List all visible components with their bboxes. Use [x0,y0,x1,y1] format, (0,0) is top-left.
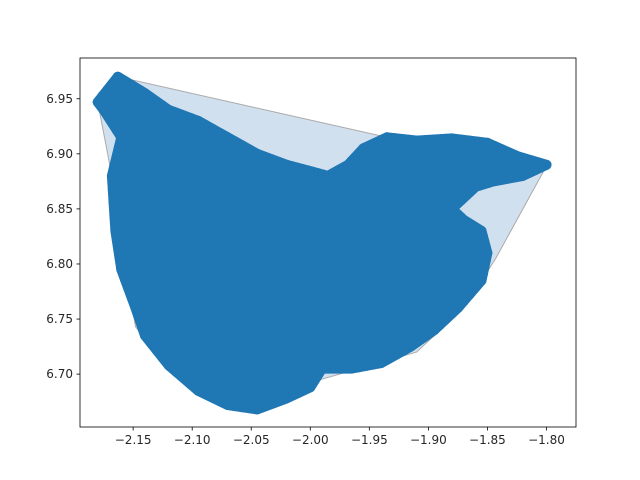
x-tick-label: −1.85 [469,433,506,447]
scatter-point [476,275,487,286]
scatter-point [404,134,415,145]
scatter-point [244,144,255,155]
scatter-point [109,161,120,172]
scatter-point [470,282,481,293]
scatter-point [109,212,120,223]
scatter-point [398,345,409,356]
scatter-point [107,78,118,89]
scatter-point [110,225,121,236]
scatter-point [230,401,240,412]
scatter-point [200,389,211,400]
scatter-point [473,136,484,147]
scatter-point [111,151,122,162]
x-tick-label: −2.10 [174,433,211,447]
scatter-point [411,135,422,146]
x-tick-label: −2.00 [292,433,329,447]
y-tick-label: 6.75 [46,312,73,326]
y-axis: 6.70 6.75 6.80 6.85 6.90 6.95 [46,92,80,381]
scatter-point [252,404,263,415]
scatter-point [354,362,364,373]
scatter-point [157,352,168,363]
scatter-point [244,403,255,414]
scatter-point [106,170,117,181]
scatter-point [429,134,440,145]
scatter-point [222,400,233,410]
scatter-point [107,184,118,195]
scatter-point [113,245,124,256]
y-tick-label: 6.80 [46,257,73,271]
scatter-point [438,134,449,144]
y-tick-label: 6.70 [46,367,73,381]
scatter-point [207,124,218,134]
scatter-point [237,140,248,151]
scatter-point [114,141,124,152]
scatter-point [464,289,475,300]
scatter-point [390,349,401,360]
x-axis: −2.15 −2.10 −2.05 −2.00 −1.95 −1.90 −1.85 −1.80 [115,427,565,447]
scatter-point [193,115,204,126]
scatter-point [368,359,379,370]
y-tick-label: 6.90 [46,147,73,161]
y-tick-label: 6.95 [46,92,73,106]
scatter-point [405,341,416,352]
scatter-point [324,363,335,374]
scatter-point [200,119,211,130]
x-tick-label: −1.90 [410,433,447,447]
scatter-point [517,170,528,181]
scatter-point [145,338,156,348]
scatter-point [382,132,392,143]
scatter-point [178,373,189,383]
scatter-point [108,198,119,209]
scatter-point [458,296,469,307]
scatter-point [215,128,226,139]
scatter-point [361,360,372,371]
scatter-point [119,274,130,285]
scatter-point [207,392,218,403]
scatter-point [193,385,204,396]
scatter-point [171,366,181,377]
x-tick-label: −1.80 [528,433,565,447]
scatter-point [151,345,162,356]
scatter-point [111,235,122,246]
scatter-point [455,134,466,145]
scatter-point [420,135,431,146]
scatter-point [396,134,407,144]
scatter-point [123,283,134,294]
scatter-point [230,136,240,147]
points-layer [92,71,552,415]
scatter-point [130,303,141,313]
x-tick-label: −1.95 [351,433,388,447]
scatter-point [503,173,514,184]
scatter-point [127,293,137,304]
scatter-point [495,175,506,185]
axes-frame [79,57,577,428]
scatter-point [389,133,400,144]
scatter-point [510,172,521,183]
scatter-point [346,363,357,374]
scatter-point [331,363,342,374]
scatter-point [383,354,394,364]
x-tick-label: −2.15 [115,433,152,447]
scatter-point [237,402,248,413]
scatter-point [447,133,457,144]
scatter-point [116,264,127,275]
x-tick-label: −2.05 [233,433,270,447]
scatter-point [339,363,350,374]
scatter-point [464,135,475,146]
y-tick-label: 6.85 [46,202,73,216]
scatter-point [185,379,196,390]
scatter-point [222,132,233,143]
scatter-point [114,254,125,265]
scatter-point [163,360,174,371]
